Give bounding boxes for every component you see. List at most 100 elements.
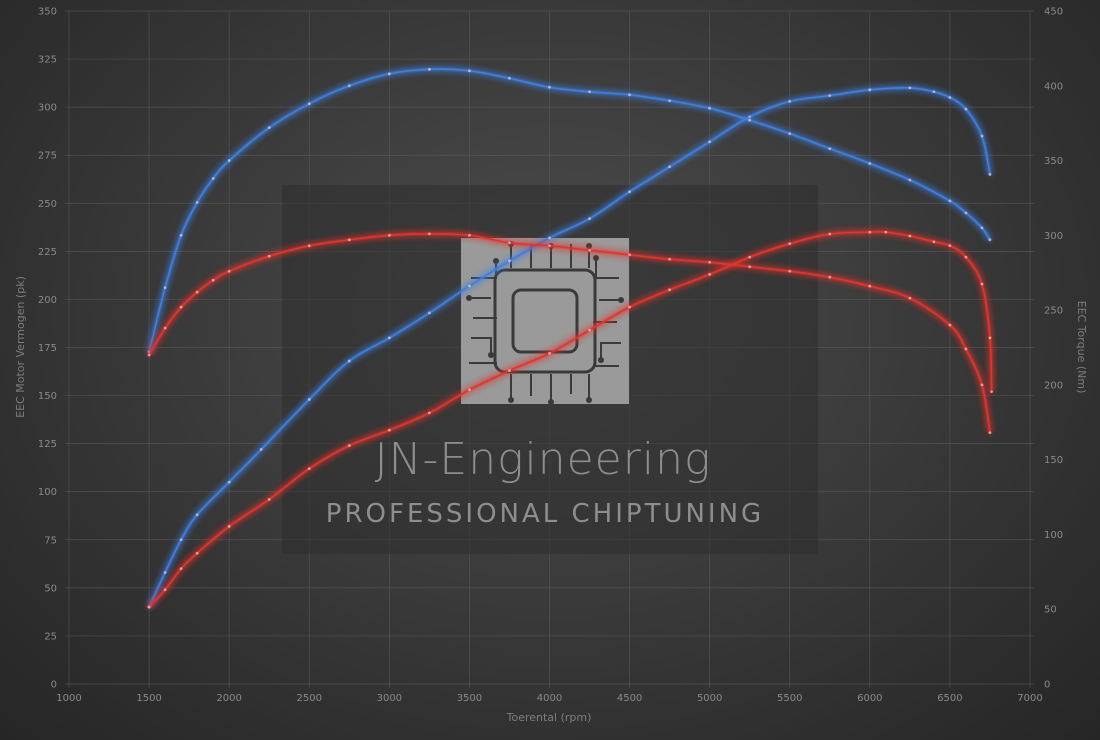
data-point: [668, 99, 672, 103]
x-tick-label: 1500: [136, 693, 161, 704]
data-point: [948, 96, 952, 99]
y-left-tick-label: 50: [44, 583, 57, 594]
data-point: [179, 305, 183, 309]
data-point: [828, 232, 832, 236]
y-right-tick-label: 350: [1044, 156, 1063, 167]
data-point: [427, 411, 431, 415]
x-tick-label: 4500: [617, 693, 642, 704]
data-point: [347, 84, 351, 88]
data-point: [307, 398, 311, 401]
data-point: [508, 241, 511, 245]
y-left-tick-label: 275: [38, 151, 57, 162]
data-point: [508, 76, 511, 80]
y-left-tick-label: 150: [38, 391, 57, 402]
data-point: [668, 257, 672, 261]
data-point: [227, 159, 231, 162]
data-point: [748, 118, 752, 122]
data-point: [980, 383, 984, 387]
y-axis-right-title: EEC Torque (Nm): [1075, 301, 1088, 394]
data-point: [828, 275, 832, 279]
data-point: [548, 351, 551, 355]
data-point: [964, 107, 968, 111]
data-point: [307, 467, 311, 471]
data-point: [179, 233, 183, 237]
x-tick-label: 6000: [857, 693, 882, 704]
data-point: [788, 99, 792, 103]
data-point: [548, 85, 551, 89]
data-point: [988, 431, 992, 435]
data-point: [227, 524, 231, 528]
data-point: [387, 72, 391, 76]
data-point: [748, 115, 752, 119]
data-point: [307, 244, 311, 248]
y-left-tick-label: 225: [38, 247, 57, 258]
series-layer: [147, 67, 994, 609]
data-point: [588, 248, 591, 252]
data-point: [227, 480, 231, 484]
chip-logo-icon: [461, 238, 629, 405]
tick-labels: 1000 1500 2000 2500 3000 3500 4000 4500 5000 5500…: [38, 7, 1063, 705]
data-point: [788, 269, 792, 273]
y-left-tick-label: 300: [38, 103, 57, 114]
data-point: [964, 255, 968, 259]
data-point: [628, 253, 631, 257]
data-point: [468, 284, 471, 288]
data-point: [508, 259, 511, 263]
x-tick-label: 7000: [1017, 693, 1042, 704]
series-1: [147, 85, 992, 609]
y-right-tick-label: 150: [1044, 455, 1063, 466]
data-point: [427, 311, 431, 315]
data-point: [211, 278, 215, 282]
data-point: [227, 269, 231, 273]
data-point: [387, 428, 391, 432]
watermark-title: JN-Engineering: [375, 434, 712, 485]
data-point: [932, 240, 936, 244]
data-point: [964, 347, 968, 351]
data-point: [964, 211, 968, 215]
data-point: [948, 323, 952, 327]
x-tick-label: 5500: [777, 693, 802, 704]
data-point: [708, 260, 712, 264]
series-4: [147, 231, 992, 435]
y-right-tick-label: 250: [1044, 306, 1063, 317]
data-point: [163, 571, 167, 574]
y-left-tick-label: 200: [38, 295, 57, 306]
y-axis-left-title: EEC Motor Vermogen (pk): [14, 276, 27, 418]
data-point: [908, 296, 912, 300]
data-point: [195, 201, 199, 204]
y-left-tick-label: 100: [38, 487, 57, 498]
y-right-tick-label: 450: [1044, 7, 1063, 18]
data-point: [788, 242, 792, 246]
data-point: [163, 588, 167, 592]
data-point: [988, 336, 992, 340]
series-3: [147, 229, 994, 609]
data-point: [588, 90, 591, 94]
y-left-tick-label: 75: [44, 535, 57, 546]
data-point: [588, 217, 591, 221]
data-point: [980, 134, 984, 138]
data-point: [990, 390, 993, 394]
data-point: [932, 90, 936, 94]
data-point: [708, 106, 712, 110]
y-left-tick-label: 175: [38, 343, 57, 354]
x-tick-label: 3000: [377, 693, 402, 704]
data-point: [211, 177, 215, 180]
y-left-tick-label: 25: [44, 631, 57, 642]
data-point: [980, 226, 984, 230]
data-point: [884, 230, 888, 234]
data-point: [163, 286, 167, 290]
data-point: [179, 538, 183, 542]
y-left-tick-label: 350: [38, 7, 57, 18]
x-tick-label: 1000: [56, 693, 81, 704]
data-point: [868, 284, 872, 288]
data-point: [868, 230, 872, 234]
data-point: [267, 126, 271, 130]
y-left-tick-label: 125: [38, 439, 57, 450]
data-point: [307, 102, 311, 106]
data-point: [427, 232, 431, 236]
data-point: [267, 498, 271, 501]
x-tick-label: 5000: [697, 693, 722, 704]
data-point: [708, 140, 712, 144]
data-point: [179, 567, 183, 571]
